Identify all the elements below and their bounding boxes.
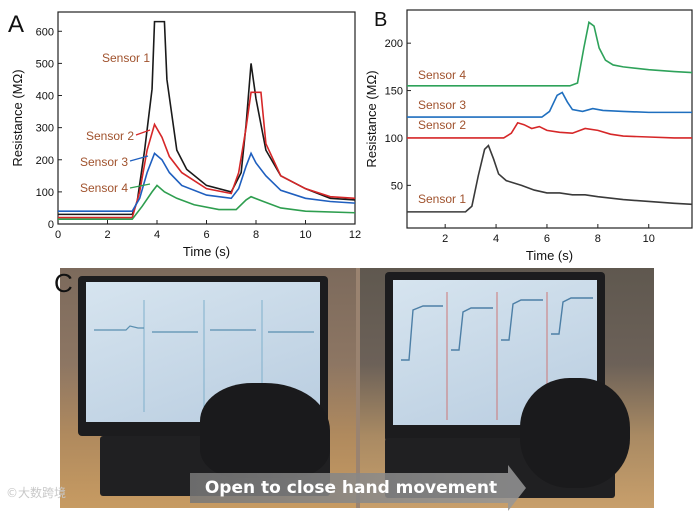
x-axis-label: Time (s) [526,248,573,263]
y-tick-label: 200 [385,38,403,50]
x-tick-label: 0 [55,229,61,241]
plot-frame [406,9,693,229]
series-label-1: Sensor 1 [418,192,466,206]
glove-closed-icon [520,378,630,488]
x-tick-label: 6 [203,229,209,241]
panel-b-label: B [374,9,387,31]
x-tick-label: 2 [442,233,448,245]
panel-c-label: C [54,268,73,298]
x-tick-label: 8 [595,233,601,245]
y-tick-label: 100 [36,187,54,199]
watermark-logo: ©大数跨境 [6,486,67,500]
series-label-4: Sensor 4 [418,68,466,82]
x-tick-label: 2 [104,229,110,241]
series-label-2: Sensor 2 [86,129,134,143]
photo-caption: Open to close hand movement [204,478,498,498]
y-tick-label: 200 [36,155,54,167]
series-line-2 [58,91,356,219]
series-label-2: Sensor 2 [418,118,466,132]
y-axis-label: Resistance (MΩ) [10,69,25,166]
y-tick-label: 50 [391,180,403,192]
series-line-1 [58,20,356,216]
series-label-3: Sensor 3 [80,155,128,169]
y-tick-label: 500 [36,58,54,70]
series-label-3: Sensor 3 [418,98,466,112]
x-tick-label: 8 [253,229,259,241]
x-tick-label: 12 [349,229,361,241]
x-tick-label: 4 [493,233,499,245]
series-line-3 [58,151,356,212]
series-pointer-3 [129,155,149,162]
caption-bar [190,473,508,503]
arrow-right-icon [508,465,526,511]
photo-panel [60,268,654,508]
y-tick-label: 300 [36,123,54,135]
photo-open-hand [60,268,356,508]
photo-closed-hand [360,268,654,508]
series-line-4 [58,184,356,220]
series-line-4 [407,20,693,87]
x-tick-label: 10 [643,233,655,245]
series-line-2 [407,121,692,139]
x-tick-label: 6 [544,233,550,245]
y-tick-label: 400 [36,91,54,103]
x-tick-label: 10 [299,229,311,241]
y-tick-label: 600 [36,26,54,38]
y-axis-label: Resistance (MΩ) [364,70,379,167]
x-axis-label: Time (s) [183,244,230,259]
chart-b: B 2 4 6 8 10 50 100 150 200 Time (s) Resistance (M… [364,9,693,263]
y-tick-label: 100 [385,133,403,145]
series-label-1: Sensor 1 [102,51,150,65]
screen-waveform-icon [401,292,593,420]
series-line-1 [407,144,693,213]
x-tick-label: 4 [154,229,160,241]
glove-open-icon [200,383,330,478]
y-tick-label: 150 [385,86,403,98]
series-pointer-4 [129,183,151,189]
series-line-3 [407,91,692,118]
series-label-4: Sensor 4 [80,181,128,195]
chart-a: A 0 2 4 6 8 10 12 0 100 200 300 400 500 600 Time (s) Re… [8,11,361,259]
y-tick-label: 0 [48,219,54,231]
screen-waveform-icon [94,300,314,412]
panel-a-label: A [8,11,24,38]
series-pointer-2 [135,129,151,136]
